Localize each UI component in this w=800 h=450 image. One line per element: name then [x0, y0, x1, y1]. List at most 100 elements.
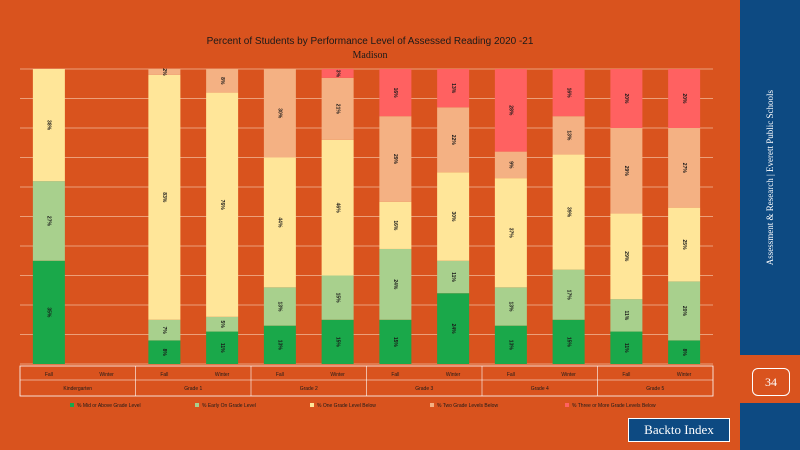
- data-label: 39%: [565, 207, 571, 218]
- legend-label: % Early On Grade Level: [202, 403, 256, 409]
- data-label: 20%: [681, 93, 687, 104]
- bar-segment: [148, 74, 181, 320]
- data-label: 3%: [334, 70, 340, 78]
- data-label: 30%: [277, 108, 283, 119]
- legend-swatch: [70, 403, 74, 407]
- bar-segment: [321, 139, 354, 276]
- data-label: 44%: [277, 217, 283, 228]
- bar-segment: [494, 178, 527, 288]
- category-label: Fall: [507, 372, 515, 378]
- bar-segment: [437, 260, 470, 294]
- data-label: 13%: [508, 301, 514, 312]
- bar-segment: [32, 260, 65, 364]
- group-label: Grade 4: [531, 386, 549, 392]
- chart-subtitle: Madison: [352, 50, 388, 61]
- group-label: Grade 2: [300, 386, 318, 392]
- data-label: 15%: [565, 337, 571, 348]
- bar-segment: [321, 275, 354, 320]
- data-label: 11%: [219, 343, 225, 353]
- data-label: 20%: [681, 306, 687, 317]
- legend: % Mid or Above Grade Level % Early On Gra…: [70, 403, 656, 409]
- category-label: Fall: [391, 372, 399, 378]
- bar-segment: [206, 92, 239, 317]
- bar-segment: [610, 69, 643, 128]
- data-label: 15%: [392, 337, 398, 348]
- bar-segment: [148, 319, 181, 341]
- data-label: 5%: [219, 321, 225, 329]
- data-label: 29%: [392, 154, 398, 165]
- data-label: 9%: [508, 161, 514, 169]
- bar-segment: [437, 69, 470, 108]
- bar-segment: [379, 319, 412, 364]
- data-label: 21%: [334, 104, 340, 115]
- data-label: 13%: [277, 301, 283, 312]
- group-label: Grade 3: [415, 386, 433, 392]
- data-label: 8%: [161, 349, 167, 357]
- bar-segment: [668, 281, 701, 341]
- legend-label: % Mid or Above Grade Level: [77, 403, 141, 409]
- back-to-index-button[interactable]: Backto Index: [628, 418, 730, 442]
- chart-title: Percent of Students by Performance Level…: [206, 36, 534, 47]
- data-label: 24%: [392, 279, 398, 290]
- bar-segment: [148, 340, 181, 364]
- data-label: 11%: [623, 343, 629, 353]
- group-label: Grade 1: [184, 386, 202, 392]
- data-label: 7%: [161, 326, 167, 334]
- bar-segment: [263, 325, 296, 364]
- data-label: 17%: [565, 290, 571, 301]
- bar-segment: [263, 287, 296, 326]
- category-label: Winter: [99, 372, 114, 378]
- bar-segment: [552, 319, 585, 364]
- data-label: 22%: [450, 135, 456, 146]
- data-label: 27%: [46, 216, 52, 227]
- legend-label: % One Grade Level Below: [317, 403, 376, 409]
- data-label: 13%: [565, 130, 571, 141]
- group-label: Kindergarten: [63, 386, 92, 392]
- bar-segment: [206, 331, 239, 364]
- bars: 35% 27% 38% 8% 7% 83% 2% 11% 5% 76% 8% 13% 13% 44% 30%…: [32, 68, 701, 364]
- category-axis: Fall Winter Fall Winter Fall Winter Fall Winter…: [19, 365, 714, 397]
- data-label: 30%: [450, 211, 456, 222]
- bar-segment: [321, 77, 354, 140]
- category-label: Fall: [160, 372, 168, 378]
- page-number: 34: [752, 368, 790, 396]
- data-label: 29%: [623, 251, 629, 262]
- category-label: Fall: [276, 372, 284, 378]
- sidebar-caption: Assessment & Research | Everett Public S…: [740, 0, 800, 355]
- bar-segment: [668, 69, 701, 128]
- data-label: 37%: [508, 228, 514, 239]
- data-label: 13%: [508, 340, 514, 351]
- data-label: 28%: [508, 105, 514, 116]
- legend-swatch: [195, 403, 199, 407]
- legend-label: % Two Grade Levels Below: [437, 403, 498, 409]
- bar-segment: [610, 128, 643, 214]
- data-label: 13%: [277, 340, 283, 351]
- data-label: 20%: [623, 93, 629, 104]
- data-label: 11%: [450, 272, 456, 282]
- legend-label: % Three or More Grade Levels Below: [572, 403, 656, 409]
- group-label: Grade 5: [646, 386, 664, 392]
- bar-segment: [379, 116, 412, 202]
- bar-segment: [552, 269, 585, 320]
- data-label: 24%: [450, 324, 456, 335]
- sidebar-footer-panel: [740, 403, 800, 450]
- bar-segment: [379, 201, 412, 249]
- legend-swatch: [430, 403, 434, 407]
- data-label: 83%: [161, 192, 167, 203]
- category-label: Winter: [561, 372, 576, 378]
- data-label: 35%: [46, 307, 52, 318]
- category-label: Fall: [622, 372, 630, 378]
- bar-segment: [321, 319, 354, 364]
- data-label: 25%: [681, 240, 687, 251]
- category-label: Winter: [215, 372, 230, 378]
- bar-segment: [32, 69, 65, 182]
- bar-segment: [494, 287, 527, 326]
- data-label: 16%: [565, 88, 571, 99]
- bar-segment: [668, 340, 701, 364]
- bar-segment: [379, 248, 412, 320]
- legend-swatch: [310, 403, 314, 407]
- bar-segment: [610, 331, 643, 364]
- category-label: Winter: [330, 372, 345, 378]
- gridlines: [20, 68, 713, 365]
- data-label: 15%: [334, 293, 340, 304]
